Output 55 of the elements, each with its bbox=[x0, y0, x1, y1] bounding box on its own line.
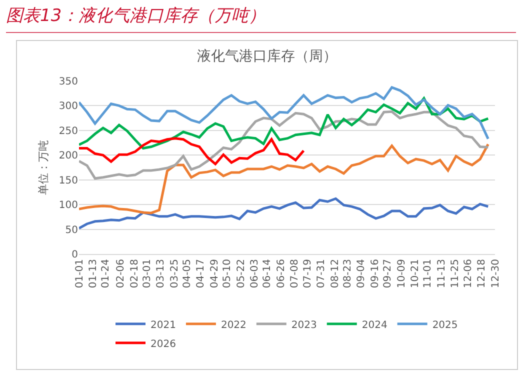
line-series bbox=[79, 97, 490, 150]
y-tick-label: 100 bbox=[58, 200, 78, 212]
line-series bbox=[79, 110, 490, 180]
x-tick-label: 01-24 bbox=[100, 259, 112, 288]
legend-label: 2024 bbox=[362, 320, 388, 331]
x-tick-label: 12-06 bbox=[462, 259, 474, 288]
x-tick-label: 07-31 bbox=[316, 259, 328, 288]
x-tick-label: 09-16 bbox=[370, 259, 381, 288]
line-series bbox=[79, 86, 490, 140]
chart-subtitle: 液化气港口库存（周） bbox=[197, 48, 337, 65]
x-tick-label: 01-13 bbox=[88, 259, 99, 288]
x-tick-label: 07-19 bbox=[302, 259, 314, 288]
x-tick-label: 04-05 bbox=[182, 259, 193, 288]
x-tick-label: 11-01 bbox=[422, 259, 434, 288]
x-tick-label: 09-27 bbox=[382, 259, 394, 288]
line-series bbox=[79, 137, 305, 166]
x-tick-label: 11-13 bbox=[436, 259, 448, 288]
x-tick-label: 08-23 bbox=[342, 259, 354, 288]
x-tick-label: 03-13 bbox=[156, 259, 167, 288]
legend-label: 2021 bbox=[150, 320, 176, 331]
x-tick-label: 04-29 bbox=[209, 259, 220, 288]
line-series bbox=[79, 143, 490, 214]
line-series bbox=[79, 197, 490, 230]
legend-label: 2022 bbox=[220, 320, 246, 331]
x-tick-label: 09-04 bbox=[356, 259, 368, 288]
y-axis-title: 单位：万吨 bbox=[37, 140, 50, 195]
y-tick-label: 150 bbox=[58, 175, 78, 186]
x-tick-label: 05-10 bbox=[222, 259, 234, 288]
x-tick-label: 01-01 bbox=[74, 259, 86, 288]
x-tick-label: 03-01 bbox=[142, 259, 153, 288]
x-tick-label: 06-03 bbox=[250, 259, 261, 288]
y-tick-label: 300 bbox=[58, 101, 78, 112]
x-tick-label: 12-30 bbox=[490, 259, 502, 288]
x-tick-label: 02-18 bbox=[129, 259, 140, 288]
y-tick-label: 200 bbox=[58, 150, 78, 162]
x-tick-label: 03-25 bbox=[169, 259, 180, 288]
y-tick-label: 50 bbox=[65, 224, 78, 236]
y-tick-label: 350 bbox=[58, 76, 78, 88]
x-tick-label: 06-26 bbox=[276, 259, 287, 288]
x-tick-label: 07-08 bbox=[290, 259, 301, 288]
legend-label: 2025 bbox=[432, 320, 458, 331]
x-tick-label: 02-06 bbox=[116, 259, 127, 288]
x-tick-label: 06-14 bbox=[262, 259, 274, 288]
y-tick-label: 0 bbox=[72, 250, 78, 260]
x-tick-label: 04-17 bbox=[196, 259, 207, 288]
legend-label: 2023 bbox=[291, 320, 317, 331]
x-tick-label: 12-18 bbox=[476, 259, 488, 288]
legend-label: 2026 bbox=[150, 338, 176, 350]
x-tick-label: 08-12 bbox=[330, 259, 341, 288]
y-tick-label: 250 bbox=[58, 126, 78, 137]
x-tick-label: 10-09 bbox=[396, 259, 408, 288]
x-tick-label: 10-21 bbox=[410, 259, 422, 288]
x-tick-label: 11-25 bbox=[450, 259, 462, 288]
x-tick-label: 05-22 bbox=[236, 259, 247, 288]
chart-title: 图表13：液化气港口库存（万吨） bbox=[6, 5, 266, 27]
